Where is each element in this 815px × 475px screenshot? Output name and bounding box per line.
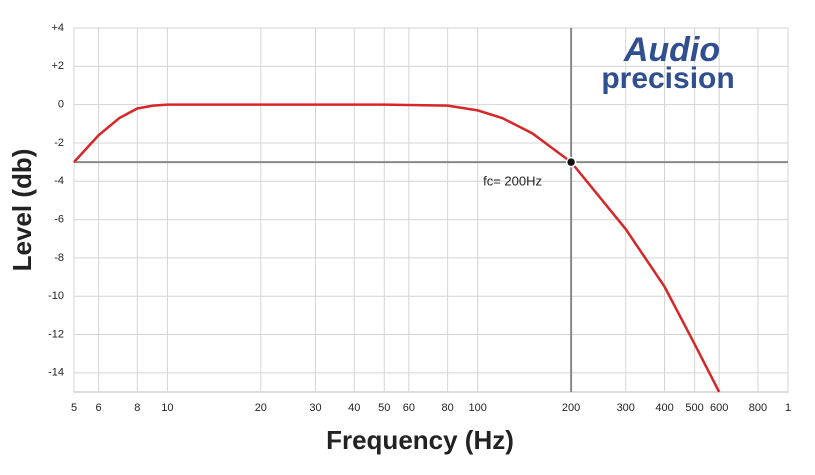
y-tick-label: -10 [48,290,64,302]
y-tick-label: +4 [51,22,64,34]
y-tick-label: -6 [54,213,64,225]
annotation: fc= 200Hz [483,174,542,189]
cutoff-point [565,156,577,168]
x-tick-label: 5 [71,402,77,414]
y-tick-label: -14 [48,367,64,379]
x-tick-label: 400 [655,402,673,414]
x-tick-label: 6 [96,402,102,414]
x-tick-label: 50 [378,402,390,414]
y-tick-label: 0 [58,99,64,111]
x-tick-label: 10 [161,402,173,414]
logo-text: Audio [623,31,720,69]
curve [73,103,721,393]
x-tick-label: 20 [255,402,267,414]
x-tick-label: 30 [309,402,321,414]
x-tick-label: 300 [617,402,635,414]
y-tick-label: -4 [54,175,64,187]
logo-text: precision [601,62,734,95]
x-tick-label: 600 [710,402,728,414]
y-tick-label: -12 [48,328,64,340]
x-tick-label: 1 [785,402,791,414]
x-tick-label: 8 [134,402,140,414]
x-tick-label: 60 [403,402,415,414]
plot-area [73,27,789,393]
x-axis-label: Frequency (Hz) [326,425,514,455]
y-tick-label: -2 [54,137,64,149]
logo: Audio precision [601,31,734,95]
x-tick-label: 80 [442,402,454,414]
x-tick-label: 200 [562,402,580,414]
y-tick-label: +2 [51,60,64,72]
x-tick-label: 800 [749,402,767,414]
x-tick-label: 500 [685,402,703,414]
y-tick-label: -8 [54,252,64,264]
x-tick-label: 100 [469,402,487,414]
x-tick-label: 40 [348,402,360,414]
y-axis-label: Level (db) [7,149,37,272]
